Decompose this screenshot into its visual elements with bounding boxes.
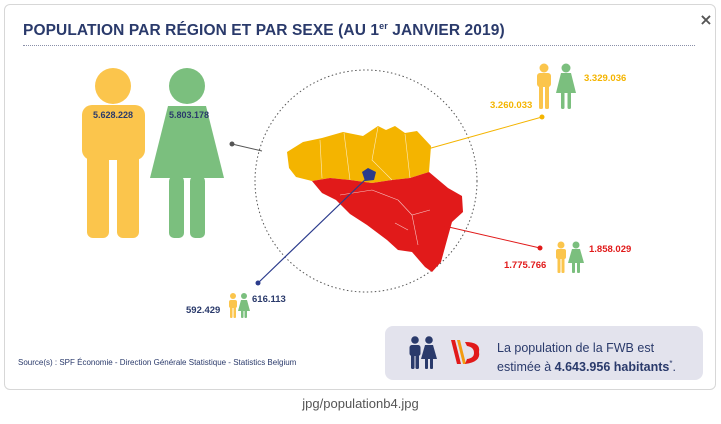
fwb-line-1: La population de la FWB est bbox=[497, 341, 655, 355]
man-icon bbox=[409, 336, 421, 369]
fwb-line-2-prefix: estimée à bbox=[497, 360, 555, 375]
title-superscript: er bbox=[379, 21, 388, 31]
flanders-woman-icon bbox=[556, 63, 576, 109]
flanders-connector bbox=[423, 116, 543, 151]
wallonia-women-value: 1.858.029 bbox=[589, 244, 631, 255]
brussels-men-value: 592.429 bbox=[186, 305, 220, 316]
wallonia-men-value: 1.775.766 bbox=[504, 260, 546, 271]
wallonia-region bbox=[312, 172, 463, 272]
brussels-man-icon bbox=[229, 293, 237, 318]
province-borders bbox=[319, 126, 431, 246]
woman-icon bbox=[421, 336, 437, 369]
page-title: POPULATION PAR RÉGION ET PAR SEXE (AU 1e… bbox=[23, 21, 505, 40]
wallonia-woman-icon bbox=[568, 241, 584, 273]
fwb-summary-panel: La population de la FWB est estimée à 4.… bbox=[385, 326, 703, 380]
close-button[interactable]: × bbox=[695, 9, 715, 31]
flanders-men-value: 3.260.033 bbox=[490, 100, 532, 111]
belgium-connector bbox=[231, 143, 263, 152]
fwb-footnote-mark: * bbox=[669, 359, 673, 368]
brussels-region bbox=[362, 168, 376, 181]
fwb-line-2-suffix: . bbox=[672, 360, 676, 375]
brussels-connector bbox=[257, 175, 370, 284]
map-circle bbox=[254, 69, 478, 293]
wallonia-connector bbox=[439, 224, 541, 249]
title-end: JANVIER 2019) bbox=[387, 22, 505, 39]
title-main: POPULATION PAR RÉGION ET PAR SEXE (AU 1 bbox=[23, 22, 380, 39]
flanders-man-icon bbox=[537, 63, 551, 109]
fwb-summary-text: La population de la FWB est estimée à 4.… bbox=[497, 340, 676, 375]
wallonia-man-icon bbox=[556, 241, 566, 273]
fwb-logo bbox=[451, 340, 480, 364]
image-caption: jpg/populationb4.jpg bbox=[302, 396, 419, 411]
belgium-connector-dot bbox=[229, 141, 235, 147]
source-note: Source(s) : SPF Économie - Direction Gén… bbox=[18, 358, 297, 367]
belgium-men-value: 5.628.228 bbox=[93, 110, 133, 120]
wallonia-connector-dot bbox=[537, 245, 543, 251]
fwb-total-value: 4.643.956 habitants bbox=[554, 360, 670, 375]
flanders-connector-dot bbox=[539, 114, 545, 120]
brussels-woman-icon bbox=[238, 293, 250, 318]
belgium-men-figure bbox=[82, 68, 145, 238]
brussels-women-value: 616.113 bbox=[252, 294, 286, 305]
brussels-connector-dot bbox=[255, 280, 261, 286]
fwb-line-2: estimée à 4.643.956 habitants*. bbox=[497, 356, 676, 375]
belgium-women-figure bbox=[150, 68, 224, 238]
belgium-women-value: 5.803.178 bbox=[169, 110, 209, 120]
fwb-icons bbox=[409, 336, 480, 369]
title-divider bbox=[23, 45, 695, 46]
flanders-region bbox=[287, 126, 431, 183]
flanders-women-value: 3.329.036 bbox=[584, 73, 626, 84]
